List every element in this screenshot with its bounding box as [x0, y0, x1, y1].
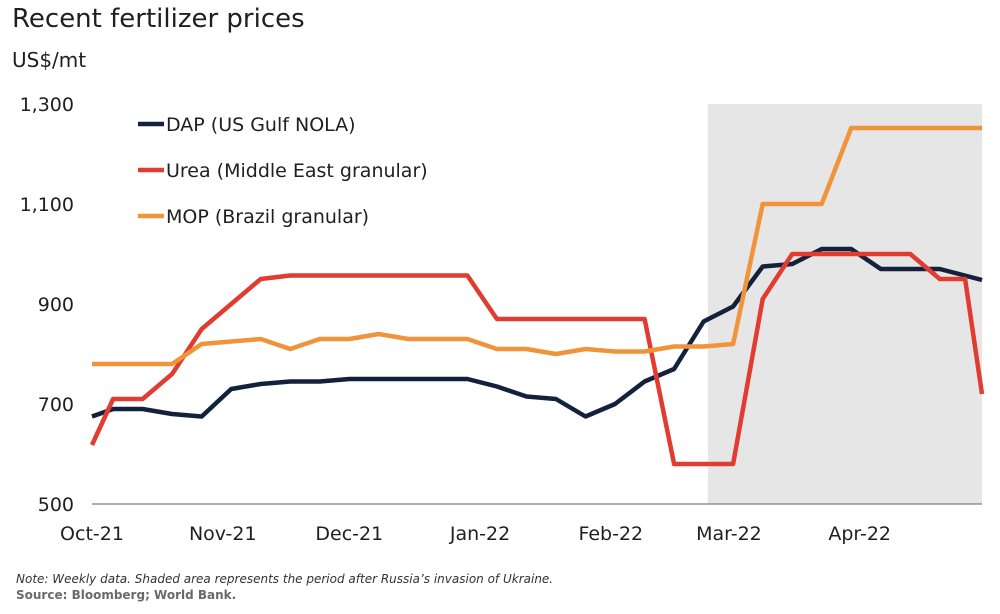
y-tick-label: 900: [38, 294, 74, 316]
series-line-1: [91, 246, 983, 419]
y-axis-unit-label: US$/mt: [12, 48, 87, 72]
series-line-3: [92, 125, 982, 367]
legend-label-3: MOP (Brazil granular): [166, 206, 369, 228]
y-tick-label: 500: [38, 494, 74, 516]
y-tick-label: 700: [38, 394, 74, 416]
x-tick-label: Nov-21: [189, 523, 257, 545]
legend-label-2: Urea (Middle East granular): [166, 160, 428, 182]
x-tick-label: Mar-22: [696, 523, 762, 545]
fertilizer-price-chart: 500 700 900 1,100 1,300 Oct-21 Nov-21 Dec-21 Jan…: [20, 94, 985, 545]
x-tick-label: Dec-21: [315, 523, 383, 545]
x-tick-label: Feb-22: [578, 523, 643, 545]
series-line-2: [89, 251, 985, 467]
chart-title: Recent fertilizer prices: [12, 4, 305, 34]
shaded-region: [707, 104, 982, 504]
y-tick-label: 1,300: [20, 94, 74, 116]
chart-note: Note: Weekly data. Shaded area represent…: [16, 572, 554, 586]
y-tick-label: 1,100: [20, 194, 74, 216]
x-tick-label: Apr-22: [828, 523, 891, 545]
x-tick-label: Jan-22: [449, 523, 510, 545]
x-tick-label: Oct-21: [60, 523, 124, 545]
legend-label-1: DAP (US Gulf NOLA): [166, 114, 356, 136]
chart-source: Source: Bloomberg; World Bank.: [16, 588, 237, 602]
